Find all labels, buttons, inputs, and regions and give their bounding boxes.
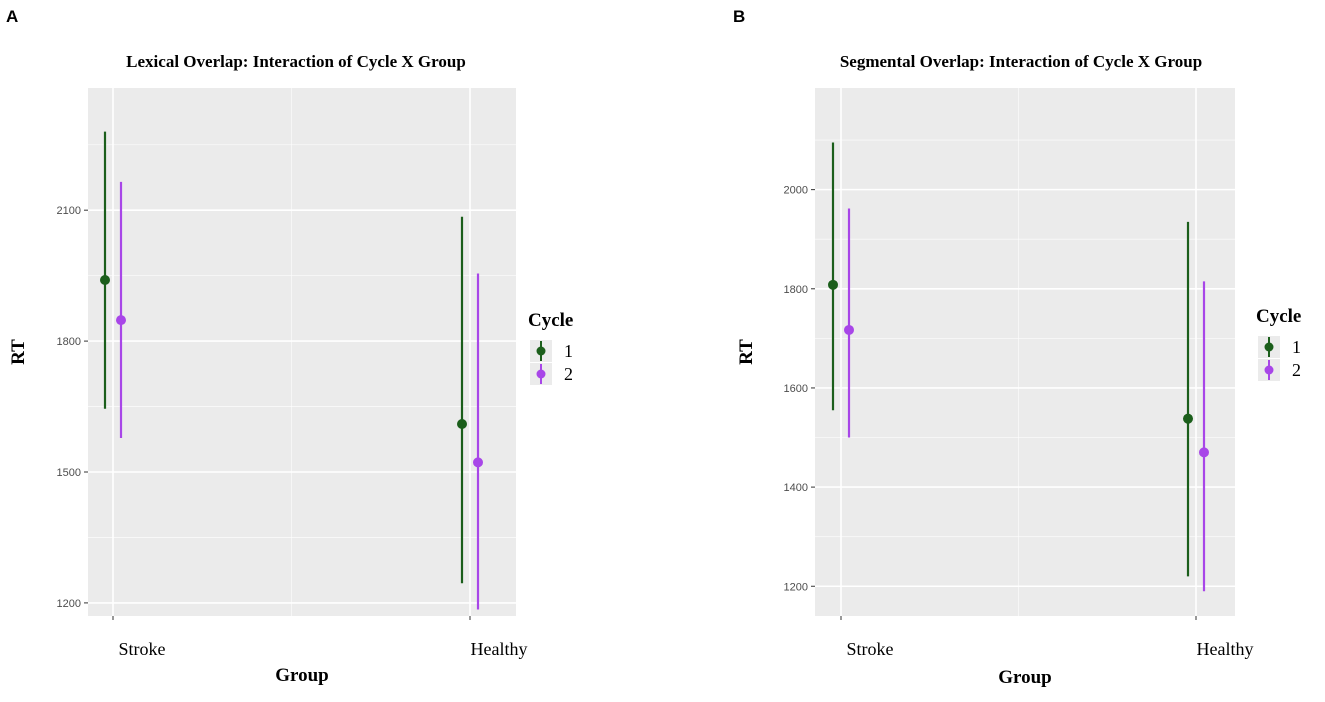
legend-key-point [1264, 365, 1274, 375]
y-tick-label: 2100 [57, 205, 81, 217]
y-tick-label: 1400 [784, 482, 808, 494]
y-axis-title: RT [736, 339, 757, 365]
y-tick-label: 1200 [57, 598, 81, 610]
chart-panel-b: B Segmental Overlap: Interaction of Cycle… [733, 7, 1301, 688]
y-tick-label: 1200 [784, 581, 808, 593]
legend-key-point [1264, 342, 1274, 352]
y-tick-label: 2000 [784, 185, 808, 197]
legend-title: Cycle [528, 310, 573, 331]
point-cycle-1-healthy [1183, 413, 1193, 424]
legend-label-cycle-2: 2 [1292, 360, 1301, 380]
y-tick-label: 1800 [57, 336, 81, 348]
chart-panel-a: A Lexical Overlap: Interaction of Cycle X… [6, 7, 573, 686]
legend-key-point [536, 369, 546, 379]
x-tick-label: Stroke [847, 639, 894, 659]
legend-key-point [536, 346, 546, 356]
point-cycle-2-stroke [844, 324, 854, 335]
x-tick-label: Healthy [471, 639, 528, 659]
point-cycle-2-stroke [116, 315, 126, 326]
y-tick-label: 1600 [784, 383, 808, 395]
x-axis-title: Group [275, 665, 329, 686]
legend-title: Cycle [1256, 306, 1301, 327]
legend-label-cycle-1: 1 [564, 341, 573, 361]
plot-background [815, 88, 1235, 616]
legend-label-cycle-2: 2 [564, 364, 573, 384]
x-tick-label: Stroke [119, 639, 166, 659]
panel-label: B [733, 7, 745, 26]
y-tick-label: 1500 [57, 467, 81, 479]
point-cycle-1-stroke [100, 275, 110, 285]
point-cycle-2-healthy [473, 457, 483, 468]
point-cycle-1-healthy [457, 419, 467, 429]
legend-label-cycle-1: 1 [1292, 337, 1301, 357]
chart-title: Segmental Overlap: Interaction of Cycle … [840, 52, 1202, 71]
panel-label: A [6, 7, 18, 26]
x-tick-label: Healthy [1197, 639, 1254, 659]
point-cycle-2-healthy [1199, 447, 1209, 458]
chart-title: Lexical Overlap: Interaction of Cycle X … [126, 52, 466, 71]
y-tick-label: 1800 [784, 284, 808, 296]
plot-background [88, 88, 516, 616]
y-axis-title: RT [8, 339, 29, 365]
point-cycle-1-stroke [828, 279, 838, 290]
x-axis-title: Group [998, 667, 1052, 688]
